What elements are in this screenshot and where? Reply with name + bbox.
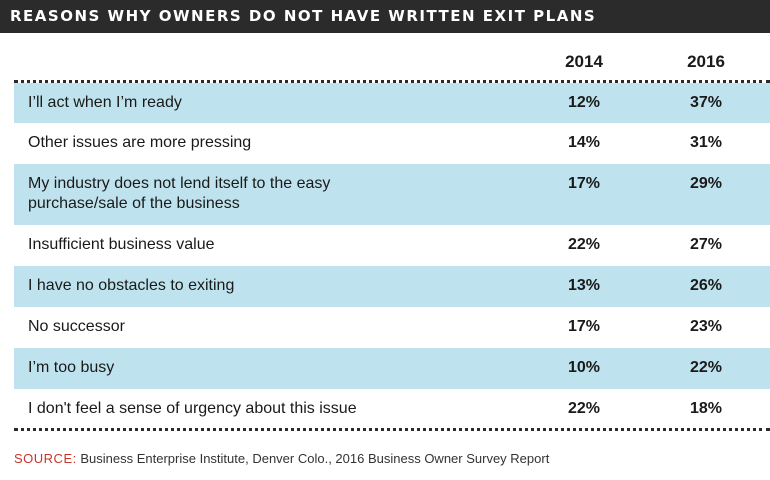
table-row: No successor 17% 23% [14,307,770,348]
source-text: Business Enterprise Institute, Denver Co… [80,451,550,466]
row-label: I have no obstacles to exiting [28,277,235,294]
value-2014: 22% [567,236,601,253]
value-2014: 22% [567,400,601,417]
source-note: SOURCE: Business Enterprise Institute, D… [14,451,549,466]
row-label: I’m too busy [28,359,115,376]
table-body: I’ll act when I’m ready 12% 37% Other issue… [14,83,770,427]
table-row: Other issues are more pressing 14% 31% [14,123,770,164]
table-row: I’m too busy 10% 22% [14,348,770,389]
source-label: SOURCE: [14,451,77,466]
value-2014: 12% [567,94,601,111]
column-header-2014: 2014 [565,52,603,71]
table-row: My industry does not lend itself to the … [14,164,770,225]
table-row: I have no obstacles to exiting 13% 26% [14,266,770,307]
column-header-2016: 2016 [687,52,725,71]
value-2014: 10% [567,359,601,376]
column-header-row: 2014 2016 [14,48,770,78]
value-2016: 29% [689,175,723,192]
value-2016: 23% [689,318,723,335]
table-row: I don't feel a sense of urgency about th… [14,389,770,427]
top-dotted-divider [14,80,770,83]
value-2014: 17% [567,175,601,192]
row-label: Insufficient business value [28,236,215,253]
row-label: Other issues are more pressing [28,134,252,151]
row-label: My industry does not lend itself to the … [28,175,331,212]
bottom-dotted-divider [14,428,770,431]
table-title: REASONS WHY OWNERS DO NOT HAVE WRITTEN E… [0,0,770,33]
value-2016: 18% [689,400,723,417]
value-2014: 17% [567,318,601,335]
table-row: I’ll act when I’m ready 12% 37% [14,83,770,123]
value-2016: 27% [689,236,723,253]
row-label: No successor [28,318,125,335]
table-row: Insufficient business value 22% 27% [14,225,770,266]
row-label: I don't feel a sense of urgency about th… [28,400,357,417]
value-2016: 37% [689,94,723,111]
value-2016: 31% [689,134,723,151]
value-2016: 22% [689,359,723,376]
value-2014: 14% [567,134,601,151]
value-2014: 13% [567,277,601,294]
row-label: I’ll act when I’m ready [28,94,182,111]
value-2016: 26% [689,277,723,294]
